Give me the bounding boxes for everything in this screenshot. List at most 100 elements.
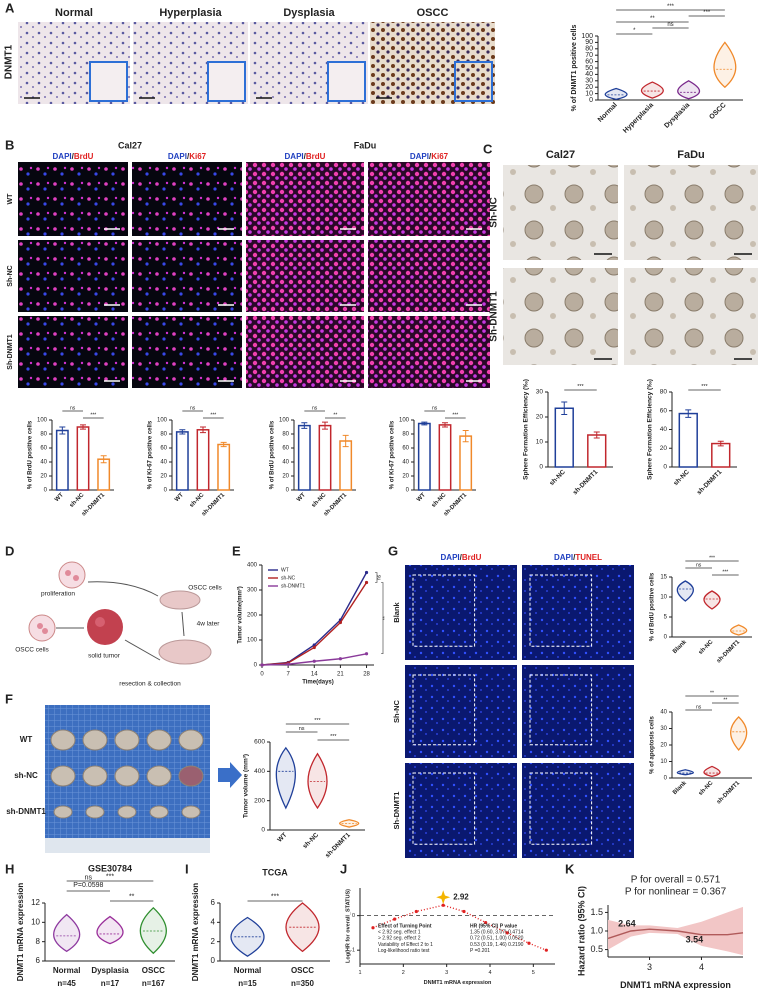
category-label: sh-NC bbox=[548, 468, 567, 487]
panel-label: C bbox=[483, 141, 493, 156]
roi-box bbox=[529, 772, 593, 845]
sample-size: n=15 bbox=[238, 979, 257, 988]
y-tick-label: 0 bbox=[261, 827, 265, 834]
cell bbox=[37, 623, 43, 629]
tumor bbox=[178, 765, 204, 787]
y-tick-label: 20 bbox=[536, 414, 544, 421]
y-tick-label: 400 bbox=[254, 768, 265, 775]
category-label: OSCC bbox=[291, 966, 314, 975]
stain-label: DAPI/TUNEL bbox=[554, 553, 602, 562]
roi-box bbox=[412, 772, 476, 845]
significance-label: ns bbox=[299, 726, 305, 732]
category-label: sh-NC bbox=[69, 492, 86, 509]
category-label: WT bbox=[416, 492, 427, 503]
y-tick-label: 100 bbox=[157, 418, 168, 424]
y-tick-label: 20 bbox=[660, 743, 667, 749]
x-tick-label: 28 bbox=[363, 672, 370, 678]
point bbox=[364, 652, 369, 656]
point bbox=[312, 645, 316, 650]
table-cell: Variability of Effect 2 to 1 bbox=[378, 942, 433, 948]
table-header: HR (95% CI) P value bbox=[470, 923, 517, 929]
tumor bbox=[82, 765, 108, 787]
y-tick-label: 0 bbox=[44, 488, 48, 494]
sphere-image bbox=[624, 268, 758, 365]
point bbox=[441, 903, 445, 907]
tumor bbox=[53, 805, 73, 819]
cell-line: FaDu bbox=[677, 149, 705, 161]
tumor bbox=[85, 805, 105, 819]
error-bar bbox=[342, 434, 349, 448]
y-tick-label: 15 bbox=[660, 575, 667, 581]
schematic-label: OSCC cells bbox=[15, 647, 49, 654]
category-label: Hyperplasia bbox=[622, 102, 655, 135]
y-tick-label: 0 bbox=[589, 97, 593, 104]
column-title: Hyperplasia bbox=[159, 7, 222, 19]
y-tick-label: 6 bbox=[211, 898, 216, 907]
bar bbox=[438, 424, 452, 491]
significance-label: *** bbox=[667, 4, 675, 10]
tumor bbox=[117, 805, 137, 819]
note: P for overall = 0.571 bbox=[631, 875, 721, 886]
category-label: Blank bbox=[672, 639, 688, 655]
tumor bbox=[146, 729, 172, 751]
significance-label: *** bbox=[271, 894, 279, 901]
dish bbox=[58, 561, 86, 589]
category-label: WT bbox=[276, 832, 288, 844]
y-axis-label: Hazard ratio (95% CI) bbox=[576, 886, 586, 976]
stain-label: DAPI/BrdU bbox=[53, 152, 94, 161]
note: P for nonlinear = 0.367 bbox=[625, 887, 727, 898]
y-tick-label: 40 bbox=[402, 460, 409, 466]
category-label: Blank bbox=[672, 780, 688, 796]
violin bbox=[703, 765, 721, 778]
table-header: Effect of Turning Point bbox=[378, 923, 432, 929]
significance-label: ns bbox=[312, 405, 318, 411]
y-tick-label: 200 bbox=[254, 797, 265, 804]
y-tick-label: 0 bbox=[664, 776, 668, 782]
stain-part: / bbox=[304, 152, 307, 161]
bar bbox=[175, 431, 189, 491]
schematic-label: OSCC cells bbox=[188, 585, 222, 592]
stain-part: BrdU bbox=[74, 152, 94, 161]
chart-title: GSE30784 bbox=[88, 863, 132, 873]
y-tick-label: 100 bbox=[37, 418, 48, 424]
y-tick-label: 80 bbox=[585, 46, 593, 53]
x-tick-label: 21 bbox=[337, 672, 344, 678]
row-label: sh-DNMT1 bbox=[6, 807, 46, 816]
stain-label: DAPI/Ki67 bbox=[168, 152, 207, 161]
stain-part: Ki67 bbox=[431, 152, 448, 161]
point bbox=[484, 920, 488, 925]
violin bbox=[677, 80, 701, 100]
chart-title: TCGA bbox=[262, 867, 288, 877]
schematic-label: solid tumor bbox=[88, 653, 121, 660]
bar bbox=[196, 429, 210, 491]
significance-label: ** bbox=[333, 412, 337, 418]
comparison-label: ** bbox=[382, 616, 388, 620]
violin bbox=[676, 769, 694, 776]
micrograph bbox=[246, 316, 364, 388]
panel-label: B bbox=[5, 137, 14, 152]
y-tick-label: 0 bbox=[664, 635, 668, 641]
significance-label: *** bbox=[452, 412, 458, 418]
row-label: WT bbox=[7, 193, 14, 205]
category-label: Dysplasia bbox=[663, 102, 691, 130]
significance-label: *** bbox=[722, 569, 728, 575]
tumor bbox=[146, 765, 172, 787]
significance-label: *** bbox=[90, 412, 96, 418]
violin bbox=[96, 915, 124, 945]
y-tick-label: 12 bbox=[31, 898, 40, 907]
panel-label: D bbox=[5, 543, 14, 558]
error-bar bbox=[442, 422, 448, 428]
y-tick-label: 400 bbox=[247, 563, 258, 569]
arrow bbox=[181, 611, 185, 637]
point bbox=[462, 909, 466, 914]
stain-part: DAPI bbox=[53, 152, 72, 161]
category-label: sh-NC bbox=[431, 492, 448, 509]
violin bbox=[713, 41, 737, 89]
error-bar bbox=[462, 430, 469, 443]
error-bar bbox=[593, 431, 600, 439]
stain-label: DAPI/BrdU bbox=[285, 152, 326, 161]
y-tick-label: 100 bbox=[581, 33, 593, 40]
micrograph bbox=[18, 316, 128, 388]
y-axis-label: Tumor volume(mm³) bbox=[237, 586, 244, 644]
